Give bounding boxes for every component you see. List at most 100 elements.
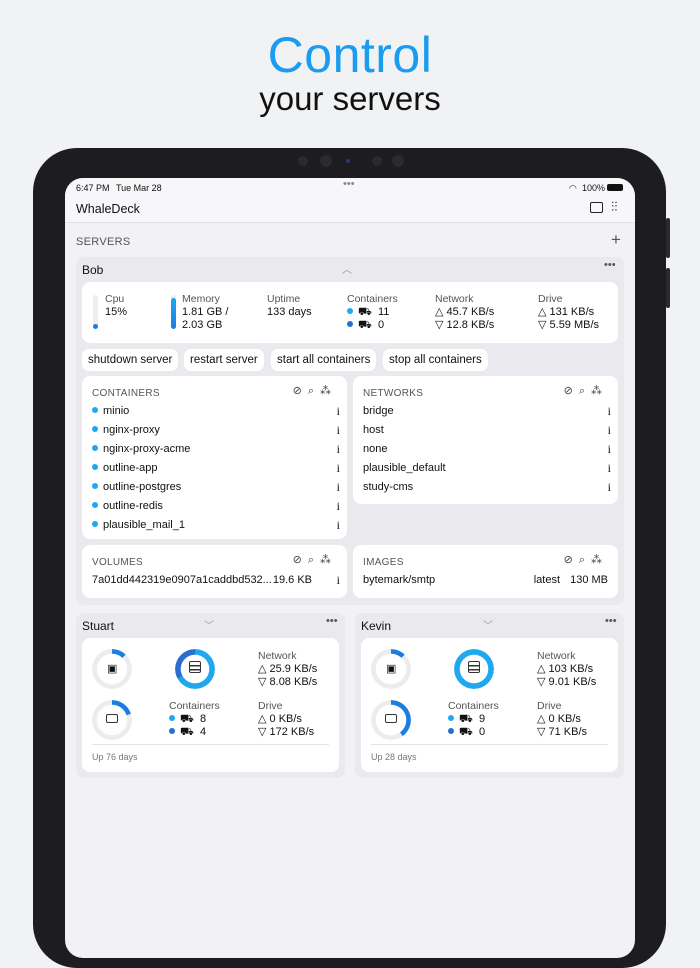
- status-dot: [92, 502, 98, 508]
- list-item[interactable]: plausible_mail_1 i: [92, 516, 342, 535]
- restart-server-button[interactable]: restart server: [184, 349, 264, 371]
- panel-actions-icons[interactable]: ⊘⌕⁂: [563, 385, 608, 397]
- network-down: ▽ 9.01 KB/s: [537, 676, 597, 688]
- more-options-button[interactable]: •••: [604, 259, 616, 271]
- more-options-button[interactable]: •••: [326, 615, 338, 627]
- list-item[interactable]: outline-redis i: [92, 497, 342, 516]
- expand-chevron-icon[interactable]: ﹀: [483, 621, 493, 632]
- camera: [320, 155, 332, 167]
- cpu-label: Cpu: [105, 293, 125, 305]
- memory-label: Memory: [182, 293, 220, 305]
- network-label: Network: [258, 650, 297, 662]
- networks-panel: NETWORKS ⊘⌕⁂ bridge i host i none i plausible_…: [353, 376, 618, 504]
- info-icon[interactable]: i: [336, 518, 340, 532]
- network-label: Network: [435, 293, 474, 305]
- image-row[interactable]: bytemark/smtp latest 130 MB: [363, 574, 608, 586]
- server-card-bob: Bob ︿ ••• Cpu 15% Memory 1.81 GB / 2.03 …: [76, 257, 624, 605]
- collapse-chevron-icon[interactable]: ︿: [342, 265, 352, 276]
- sensor: [298, 156, 308, 166]
- panel-title: VOLUMES: [92, 557, 144, 568]
- list-item[interactable]: none i: [363, 440, 613, 459]
- item-name: none: [363, 443, 388, 455]
- item-name: minio: [103, 405, 130, 417]
- containers-label: Containers: [347, 293, 398, 305]
- containers-panel: CONTAINERS ⊘⌕⁂ minio i nginx-proxy i nginx-p…: [82, 376, 347, 539]
- item-name: nginx-proxy-acme: [103, 443, 191, 455]
- cpu-gauge: [92, 649, 132, 689]
- info-icon[interactable]: i: [607, 480, 611, 494]
- containers-stopped: ⛟ 4: [169, 726, 206, 739]
- list-item[interactable]: plausible_default i: [363, 459, 613, 478]
- battery-icon: [607, 184, 623, 191]
- info-icon[interactable]: i: [336, 480, 340, 494]
- server-name: Stuart: [82, 619, 115, 633]
- status-dot: [92, 464, 98, 470]
- info-icon[interactable]: i: [336, 404, 340, 418]
- more-options-button[interactable]: •••: [605, 615, 617, 627]
- item-name: nginx-proxy: [103, 424, 160, 436]
- status-dot: [92, 426, 98, 432]
- server-rack-icon: [468, 661, 480, 673]
- info-icon[interactable]: i: [336, 461, 340, 475]
- app-screen: 6:47 PM Tue Mar 28 ••• ◠ 100% WhaleDeck …: [65, 178, 635, 958]
- containers-stopped: ⛟ 0: [448, 726, 485, 739]
- stats-panel: Cpu 15% Memory 1.81 GB / 2.03 GB Uptime …: [82, 282, 618, 343]
- server-card-stuart[interactable]: Stuart ﹀ ••• ▣ Network △ 25.9 KB/s ▽ 8.0…: [76, 613, 345, 778]
- status-dot: [92, 483, 98, 489]
- panel-title: IMAGES: [363, 557, 404, 568]
- memory-gauge: [371, 700, 411, 740]
- battery-level: 100%: [582, 183, 606, 193]
- list-item[interactable]: minio i: [92, 402, 342, 421]
- panel-actions-icons[interactable]: ⊘⌕⁂: [292, 554, 337, 566]
- chat-bubble-icon[interactable]: [590, 202, 603, 213]
- info-icon[interactable]: i: [336, 442, 340, 456]
- list-item[interactable]: outline-app i: [92, 459, 342, 478]
- list-item[interactable]: host i: [363, 421, 613, 440]
- server-name: Bob: [82, 263, 104, 277]
- drive-down: ▽ 172 KB/s: [258, 726, 315, 738]
- memory-icon: [106, 714, 118, 723]
- list-item[interactable]: study-cms i: [363, 478, 613, 497]
- info-icon[interactable]: i: [607, 461, 611, 475]
- network-label: Network: [537, 650, 576, 662]
- drive-down: ▽ 5.59 MB/s: [538, 319, 600, 331]
- item-name: outline-app: [103, 462, 158, 474]
- item-name: plausible_default: [363, 462, 446, 474]
- list-item[interactable]: outline-postgres i: [92, 478, 342, 497]
- volume-row[interactable]: 7a01dd442319e0907a1caddbd532... 19.6 KB i: [92, 573, 340, 587]
- panel-title: NETWORKS: [363, 388, 424, 399]
- sliders-icon[interactable]: ⫶⫶: [611, 199, 618, 214]
- info-icon[interactable]: i: [607, 423, 611, 437]
- expand-chevron-icon[interactable]: ﹀: [204, 621, 214, 632]
- network-up: △ 103 KB/s: [537, 663, 594, 675]
- item-name: study-cms: [363, 481, 414, 493]
- panel-actions-icons[interactable]: ⊘⌕⁂: [563, 554, 608, 566]
- hero-subtitle: your servers: [259, 80, 441, 117]
- add-server-button[interactable]: +: [611, 230, 621, 249]
- server-card-kevin[interactable]: Kevin ﹀ ••• ▣ Network △ 103 KB/s ▽ 9.01 …: [355, 613, 624, 778]
- start-all-containers-button[interactable]: start all containers: [271, 349, 377, 371]
- info-icon[interactable]: i: [607, 442, 611, 456]
- shutdown-server-button[interactable]: shutdown server: [82, 349, 179, 371]
- server-rack-icon: [189, 661, 201, 673]
- list-item[interactable]: bridge i: [363, 402, 613, 421]
- uptime-text: Up 76 days: [92, 752, 138, 762]
- drive-up: △ 131 KB/s: [538, 306, 595, 318]
- info-icon[interactable]: i: [336, 423, 340, 437]
- status-date: Tue Mar 28: [116, 183, 162, 193]
- multitask-dots-icon[interactable]: •••: [343, 178, 355, 190]
- info-icon[interactable]: i: [607, 404, 611, 418]
- list-item[interactable]: nginx-proxy-acme i: [92, 440, 342, 459]
- divider: [371, 744, 608, 745]
- stop-all-containers-button[interactable]: stop all containers: [383, 349, 488, 371]
- volumes-panel: VOLUMES ⊘⌕⁂ 7a01dd442319e0907a1caddbd532…: [82, 545, 347, 598]
- panel-actions-icons[interactable]: ⊘⌕⁂: [292, 385, 337, 397]
- memory-bar: [171, 295, 176, 329]
- hero-title: Control: [267, 27, 433, 83]
- uptime-text: Up 28 days: [371, 752, 417, 762]
- list-item[interactable]: nginx-proxy i: [92, 421, 342, 440]
- drive-label: Drive: [258, 700, 283, 712]
- info-icon[interactable]: i: [336, 499, 340, 513]
- network-up: △ 45.7 KB/s: [435, 306, 495, 318]
- containers-label: Containers: [169, 700, 220, 712]
